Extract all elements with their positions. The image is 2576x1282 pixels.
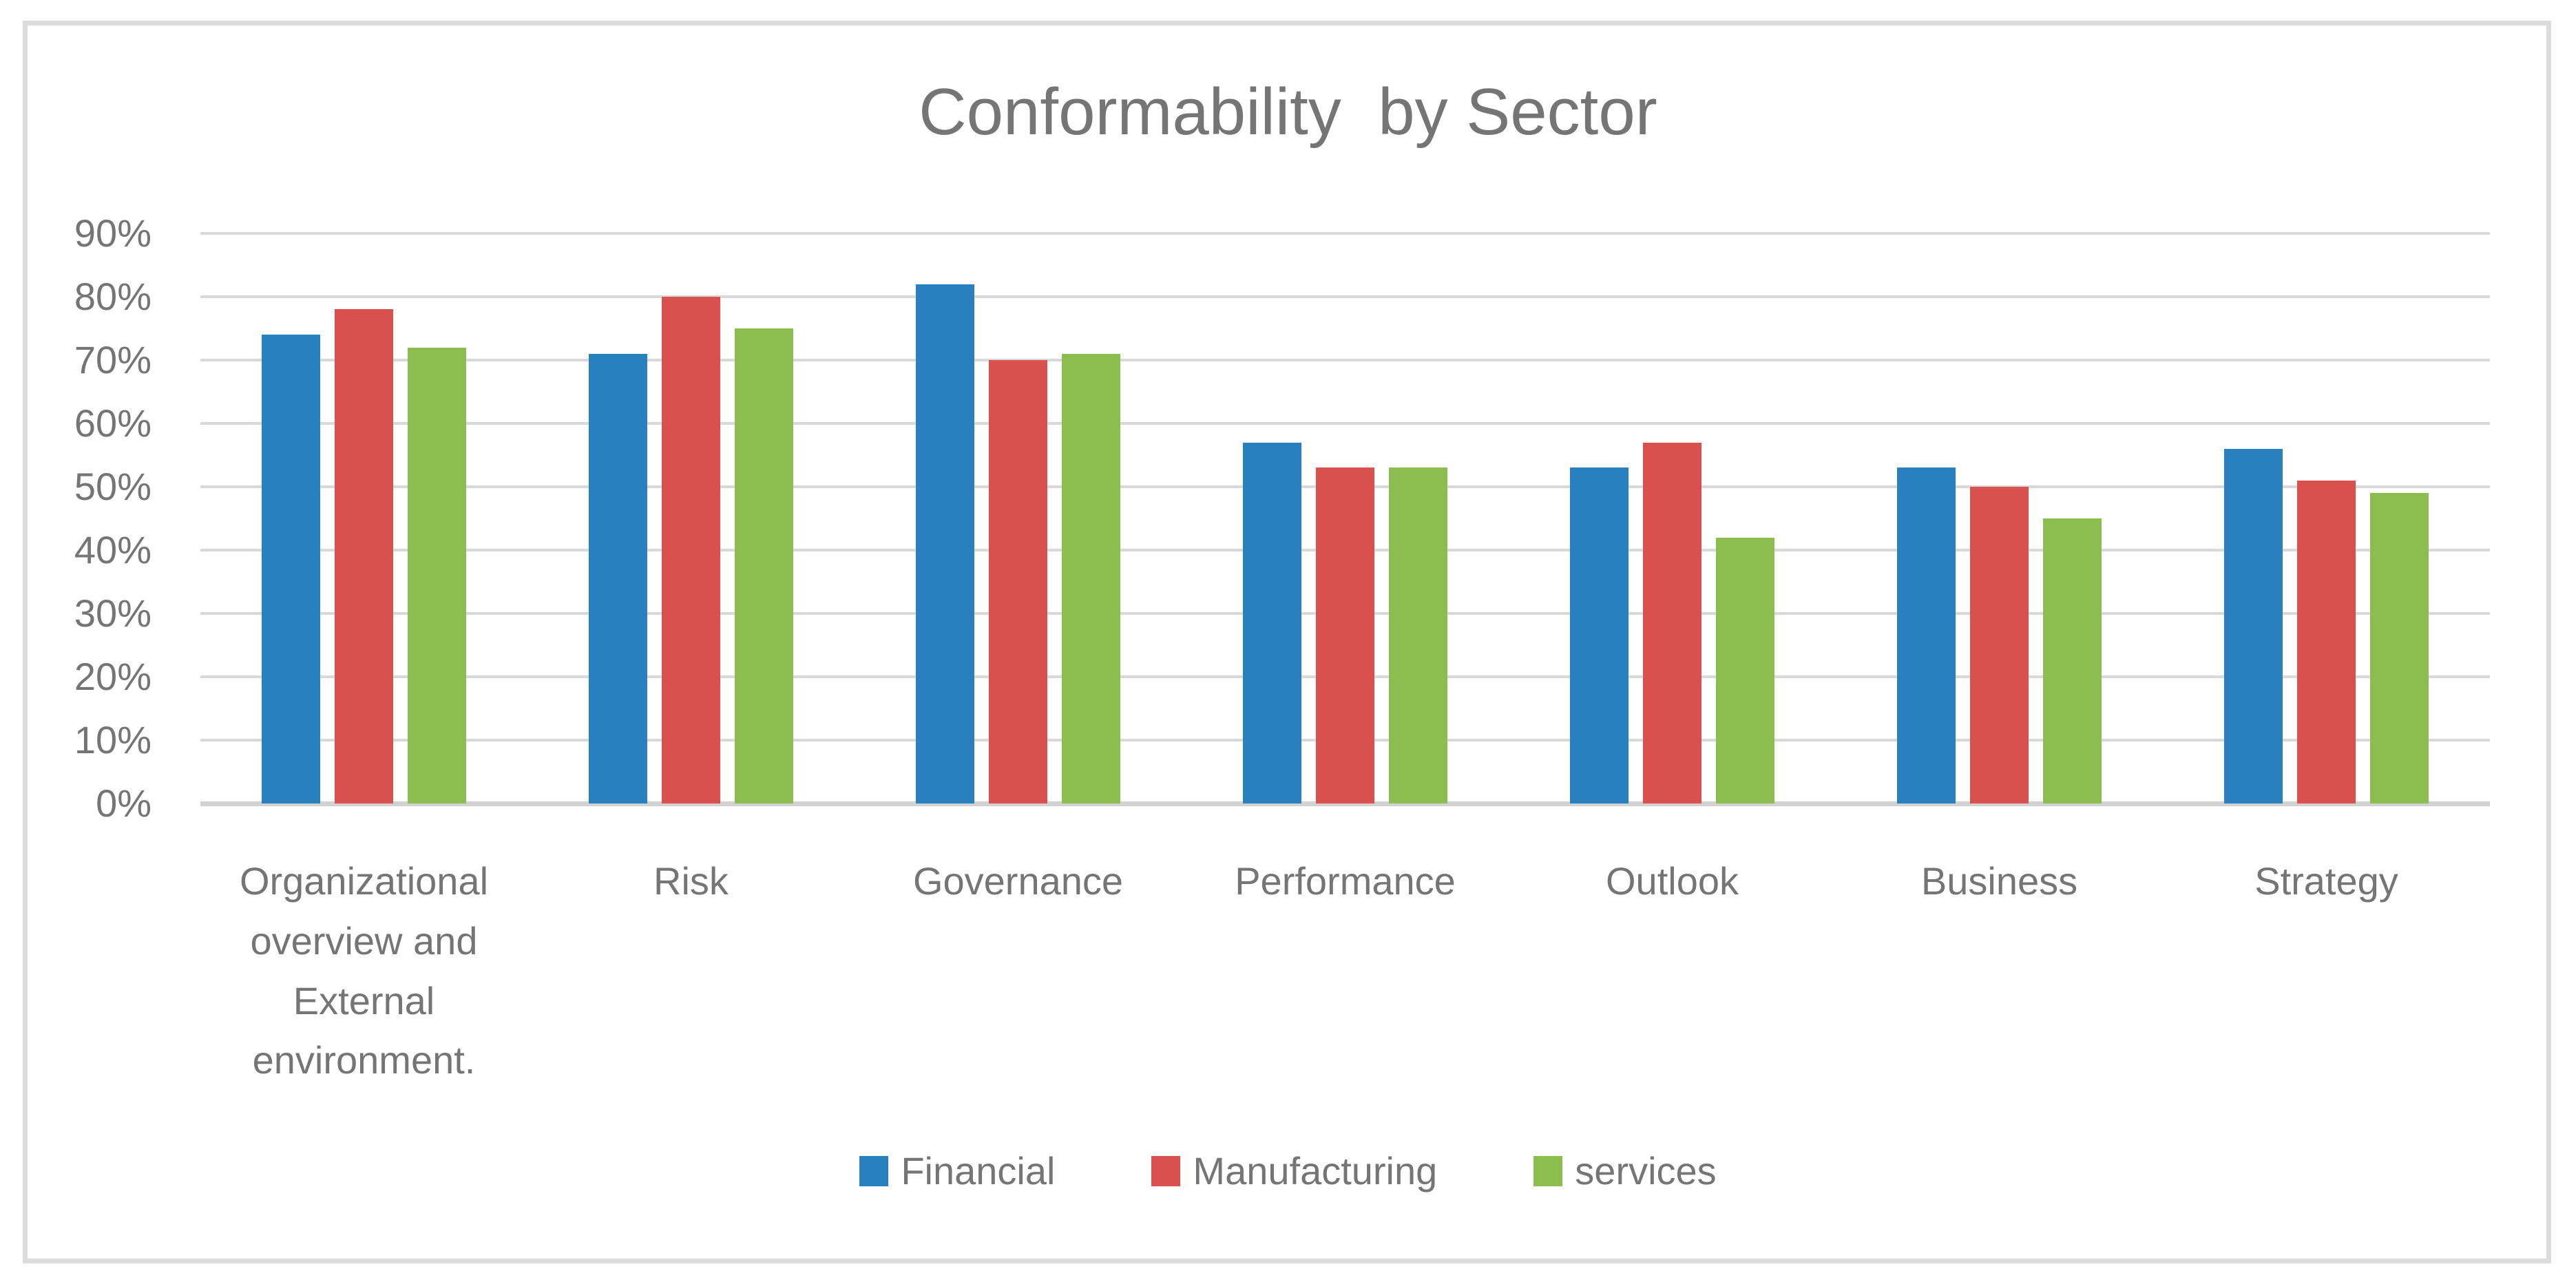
bar-group — [527, 297, 855, 803]
y-tick-label: 90% — [74, 211, 151, 255]
y-tick-label: 0% — [96, 781, 151, 825]
y-tick-label: 20% — [74, 655, 151, 698]
y-tick-label: 30% — [74, 591, 151, 635]
legend-label: services — [1575, 1149, 1717, 1192]
y-tick-label: 10% — [74, 718, 151, 761]
bar-financial — [1243, 442, 1301, 803]
category-label: Risk — [653, 859, 729, 903]
bar-group — [200, 309, 527, 803]
y-tick-label: 70% — [74, 338, 151, 381]
bar-services — [2043, 518, 2102, 803]
bar-financial — [262, 335, 320, 803]
bar-manufacturing — [335, 309, 393, 803]
category-label: Governance — [912, 859, 1124, 903]
legend-swatch — [859, 1155, 889, 1186]
y-tick-label: 50% — [74, 465, 151, 508]
gridline — [200, 232, 2490, 235]
legend-item: services — [1533, 1148, 1717, 1193]
bar-manufacturing — [662, 297, 720, 803]
bar-group — [1509, 442, 1836, 803]
bar-manufacturing — [2297, 480, 2356, 803]
bar-manufacturing — [1643, 442, 1701, 803]
bar-financial — [2224, 448, 2283, 803]
bar-financial — [916, 284, 974, 803]
bar-services — [408, 347, 466, 803]
bar-group — [1182, 442, 1509, 803]
legend-swatch — [1533, 1155, 1563, 1186]
bar-services — [2370, 493, 2429, 803]
gridline — [200, 422, 2490, 425]
legend-swatch — [1151, 1155, 1181, 1186]
bar-manufacturing — [1316, 467, 1374, 803]
gridline — [200, 295, 2490, 298]
bar-financial — [1897, 467, 1956, 803]
legend-item: Manufacturing — [1151, 1148, 1437, 1193]
bar-group — [855, 284, 1182, 803]
bar-services — [1062, 353, 1120, 803]
bar-services — [1716, 537, 1774, 803]
bar-financial — [1570, 467, 1629, 803]
category-label: Outlook — [1606, 859, 1739, 903]
bar-manufacturing — [989, 360, 1047, 803]
bar-services — [735, 328, 793, 803]
legend-item: Financial — [859, 1148, 1055, 1193]
category-label: Business — [1920, 859, 2078, 903]
plot-area — [200, 232, 2490, 806]
y-tick-label: 80% — [74, 275, 151, 318]
category-label: Organizational overview and External env… — [239, 859, 489, 1082]
legend-label: Financial — [901, 1149, 1056, 1192]
bar-manufacturing — [1970, 487, 2029, 803]
legend-label: Manufacturing — [1193, 1149, 1438, 1192]
legend: Financial Manufacturing services — [0, 1148, 2576, 1193]
bar-group — [1836, 467, 2163, 803]
chart-title: Conformability by Sector — [919, 75, 1657, 149]
x-axis-line — [200, 801, 2490, 806]
bar-services — [1389, 467, 1447, 803]
category-label: Performance — [1235, 859, 1456, 903]
gridline — [200, 359, 2490, 361]
category-label: Strategy — [2254, 859, 2398, 903]
y-tick-label: 40% — [74, 528, 151, 571]
y-tick-label: 60% — [74, 401, 151, 445]
bar-group — [2163, 448, 2490, 803]
bar-financial — [589, 353, 647, 803]
